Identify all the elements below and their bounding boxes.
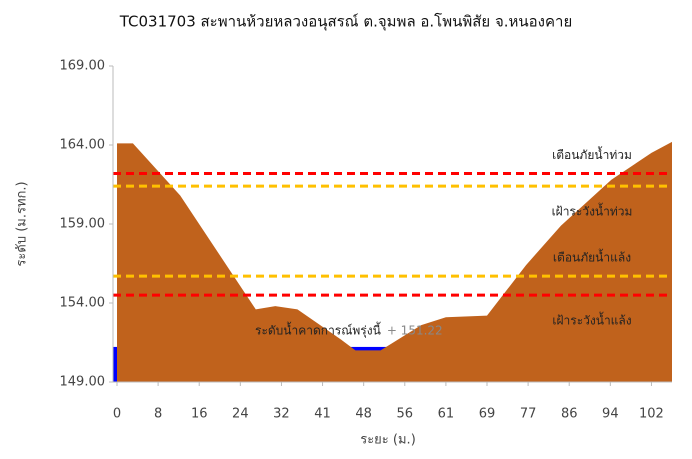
x-tick-label: 0 xyxy=(113,407,121,422)
y-tick-label: 154.00 xyxy=(60,296,106,311)
y-axis-label: ระดับ (ม.รทก.) xyxy=(15,181,30,266)
x-tick-label: 24 xyxy=(232,407,249,422)
threshold-label: เตือนภัยน้ำท่วม xyxy=(552,146,632,162)
x-tick-label: 32 xyxy=(273,407,290,422)
x-tick-label: 86 xyxy=(561,407,578,422)
x-tick-label: 94 xyxy=(602,407,619,422)
x-tick-label: 16 xyxy=(191,407,208,422)
y-tick-label: 159.00 xyxy=(60,217,106,232)
x-tick-label: 102 xyxy=(639,407,664,422)
chart-title: TC031703 สะพานห้วยหลวงอนุสรณ์ ต.จุมพล อ.… xyxy=(119,13,573,32)
y-tick-label: 169.00 xyxy=(60,59,106,74)
x-axis-label: ระยะ (ม.) xyxy=(360,433,416,448)
x-tick-label: 69 xyxy=(479,407,496,422)
ground-area xyxy=(117,141,672,382)
water-value-label: + 151.22 xyxy=(387,323,443,337)
x-tick-label: 56 xyxy=(397,407,414,422)
x-tick-label: 41 xyxy=(314,407,331,422)
x-tick-label: 77 xyxy=(520,407,537,422)
threshold-label: เตือนภัยน้ำแล้ง xyxy=(553,249,631,265)
threshold-label: เฝ้าระวังน้ำท่วม xyxy=(552,203,633,219)
x-tick-label: 8 xyxy=(154,407,162,422)
x-tick-label: 61 xyxy=(438,407,455,422)
threshold-label: เฝ้าระวังน้ำแล้ง xyxy=(552,312,631,328)
x-tick-label: 48 xyxy=(355,407,372,422)
y-tick-label: 149.00 xyxy=(60,375,106,390)
water-label: ระดับน้ำคาดการณ์พรุ่งนี้ xyxy=(255,321,381,338)
y-tick-label: 164.00 xyxy=(60,138,106,153)
